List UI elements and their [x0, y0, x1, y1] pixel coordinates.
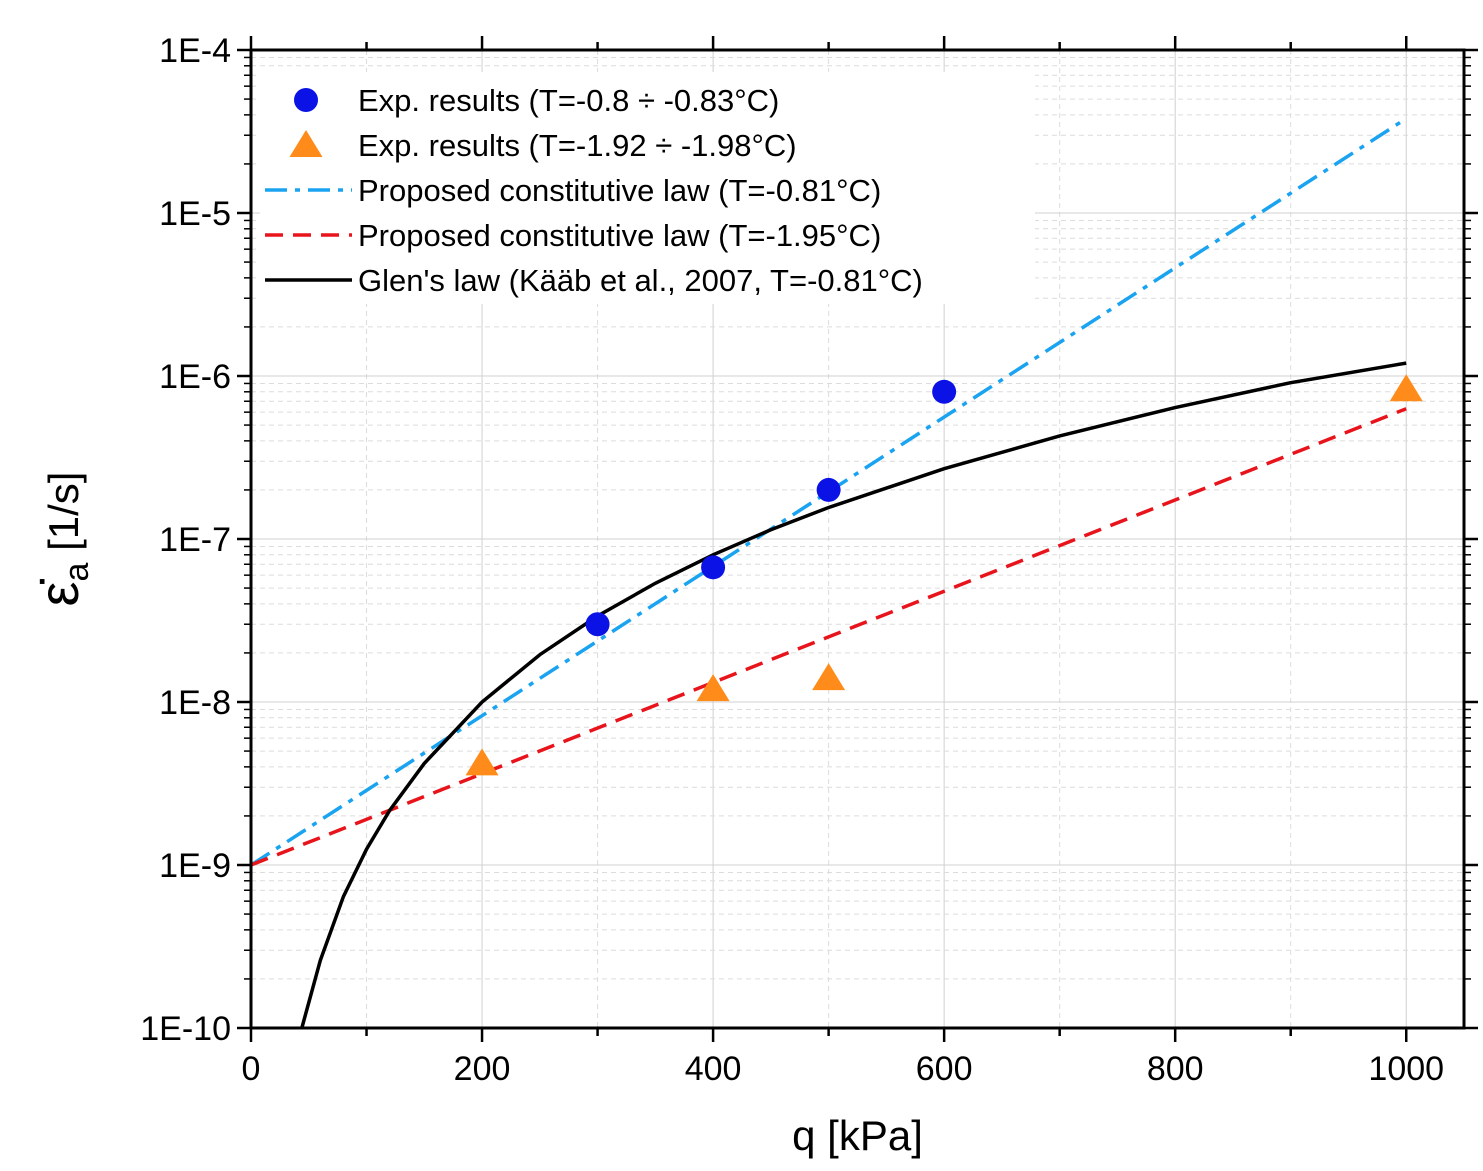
x-tick-label: 600	[916, 1050, 973, 1088]
legend-entry-label: Proposed constitutive law (T=-1.95°C)	[358, 218, 881, 253]
y-tick-label: 1E-5	[159, 195, 231, 233]
x-tick-label: 0	[242, 1050, 261, 1088]
y-tick-label: 1E-10	[140, 1010, 231, 1048]
legend-swatch-triangle	[289, 130, 323, 157]
series-markers	[465, 374, 1423, 776]
axis-tick-labels: 0 200 400 600 800 1000 1E-10 1E-9 1E-8 1E-7 1E-6 1E…	[140, 32, 1444, 1088]
series-1-point	[1389, 374, 1423, 402]
legend-entry-label: Exp. results (T=-0.8 ÷ -0.83°C)	[358, 83, 779, 118]
y-tick-label: 1E-9	[159, 847, 231, 885]
x-tick-label: 800	[1147, 1050, 1204, 1088]
series-lines	[250, 117, 1408, 1029]
series-0-point	[816, 477, 841, 502]
y-axis-unit: [1/s]	[40, 472, 87, 563]
legend: Exp. results (T=-0.8 ÷ -0.83°C) Exp. resu…	[260, 72, 1035, 304]
y-tick-label: 1E-8	[159, 684, 231, 722]
series-0-point	[932, 379, 957, 404]
series-4-line	[300, 361, 1407, 1029]
legend-background	[260, 72, 1035, 304]
series-1-point	[465, 748, 499, 776]
y-axis-symbol: ε̇	[27, 579, 90, 607]
y-axis-subscript: a	[58, 563, 96, 582]
y-tick-label: 1E-7	[159, 521, 231, 559]
y-tick-label: 1E-6	[159, 358, 231, 396]
y-axis-title: ε̇a [1/s]	[27, 472, 96, 607]
x-axis-title: q [kPa]	[792, 1112, 923, 1159]
series-0-point	[701, 555, 726, 580]
x-tick-label: 400	[685, 1050, 742, 1088]
y-tick-label: 1E-4	[159, 32, 231, 70]
series-3-line	[250, 407, 1407, 867]
series-0-point	[585, 612, 610, 637]
legend-entry-label: Glen's law (Kääb et al., 2007, T=-0.81°C…	[358, 263, 923, 298]
legend-entry-label: Proposed constitutive law (T=-0.81°C)	[358, 173, 881, 208]
axis-ticks	[237, 36, 1478, 1042]
legend-swatch-circle	[294, 88, 318, 112]
x-tick-label: 1000	[1368, 1050, 1444, 1088]
legend-entry-label: Exp. results (T=-1.92 ÷ -1.98°C)	[358, 128, 797, 163]
series-1-point	[812, 663, 846, 691]
x-tick-label: 200	[454, 1050, 511, 1088]
series-1-point	[696, 674, 730, 702]
